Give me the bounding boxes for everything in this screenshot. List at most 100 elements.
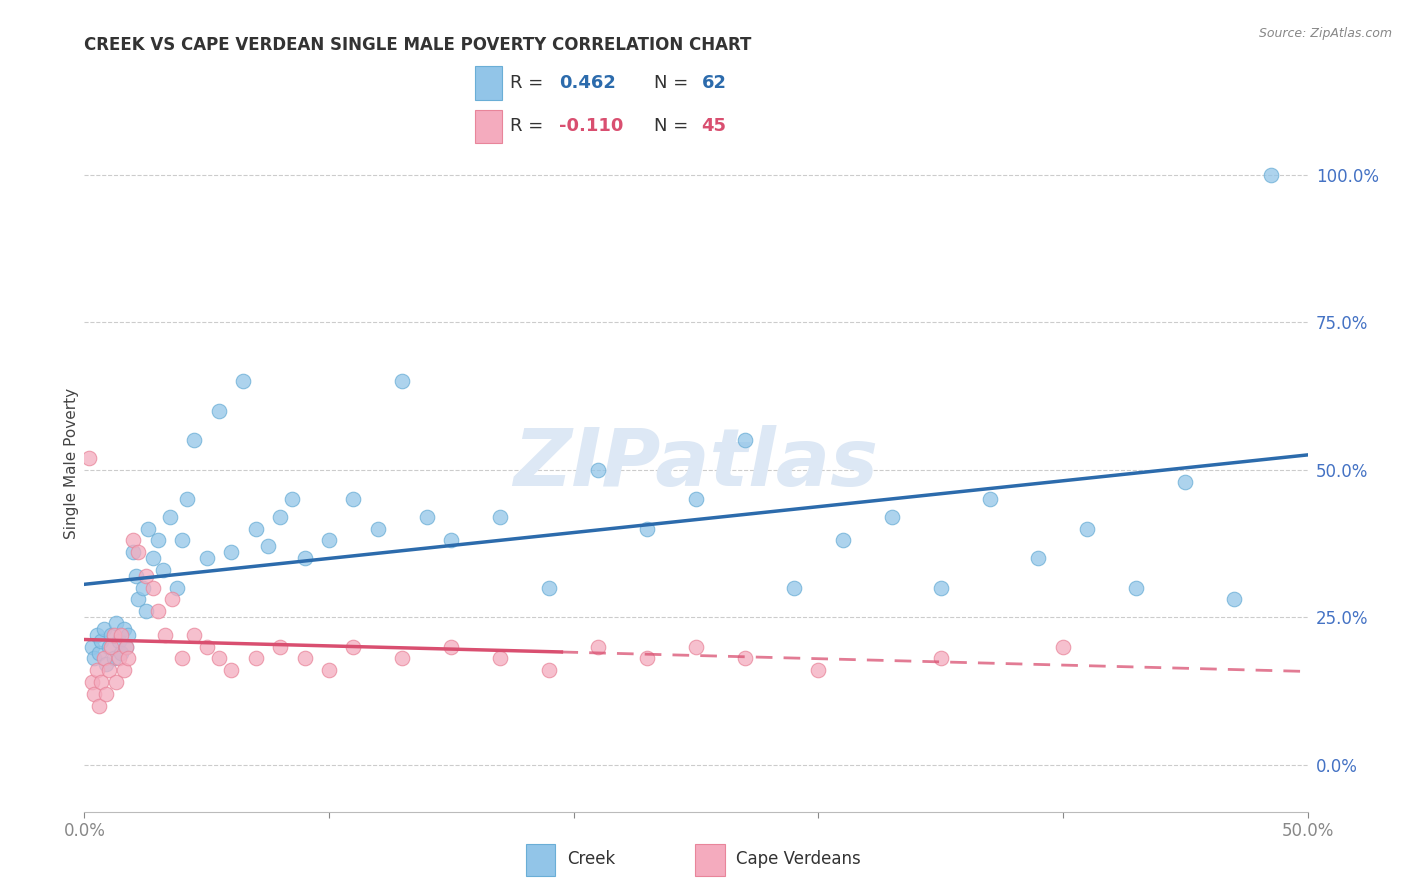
Point — [159, 509, 181, 524]
Point — [257, 540, 280, 554]
Point — [1028, 551, 1050, 566]
Point — [80, 675, 103, 690]
Point — [219, 663, 242, 677]
Point — [636, 651, 658, 665]
Point — [105, 615, 128, 630]
Point — [294, 551, 316, 566]
Point — [86, 628, 108, 642]
Point — [172, 651, 194, 665]
Text: N =: N = — [654, 118, 695, 136]
Point — [132, 581, 155, 595]
Point — [734, 434, 756, 448]
Point — [880, 509, 903, 524]
FancyBboxPatch shape — [526, 844, 555, 876]
Point — [929, 651, 952, 665]
Text: R =: R = — [510, 118, 548, 136]
Point — [489, 509, 512, 524]
Point — [90, 633, 112, 648]
Point — [219, 545, 242, 559]
Point — [208, 651, 231, 665]
Point — [1223, 592, 1246, 607]
Point — [96, 657, 118, 672]
Y-axis label: Single Male Poverty: Single Male Poverty — [63, 388, 79, 540]
Point — [342, 492, 364, 507]
Point — [127, 545, 149, 559]
Point — [93, 651, 115, 665]
Text: R =: R = — [510, 74, 548, 92]
Point — [979, 492, 1001, 507]
Point — [135, 604, 157, 618]
Point — [125, 569, 148, 583]
Point — [538, 581, 561, 595]
Point — [232, 374, 254, 388]
Point — [783, 581, 806, 595]
Point — [195, 640, 218, 654]
Point — [586, 640, 609, 654]
Point — [391, 374, 413, 388]
Point — [183, 628, 205, 642]
Text: Creek: Creek — [567, 849, 616, 868]
Point — [112, 622, 135, 636]
Point — [391, 651, 413, 665]
Point — [122, 533, 145, 548]
Point — [127, 592, 149, 607]
Point — [153, 628, 176, 642]
Point — [97, 640, 120, 654]
Point — [245, 651, 267, 665]
Point — [142, 581, 165, 595]
Point — [245, 522, 267, 536]
Text: 45: 45 — [702, 118, 727, 136]
Point — [103, 628, 125, 642]
Point — [734, 651, 756, 665]
Text: Source: ZipAtlas.com: Source: ZipAtlas.com — [1258, 27, 1392, 40]
Point — [1174, 475, 1197, 489]
Point — [807, 663, 830, 677]
Point — [1076, 522, 1098, 536]
Point — [1052, 640, 1074, 654]
Point — [269, 509, 291, 524]
Point — [107, 633, 129, 648]
Point — [107, 651, 129, 665]
FancyBboxPatch shape — [475, 66, 502, 100]
Point — [269, 640, 291, 654]
Point — [685, 640, 707, 654]
Point — [152, 563, 174, 577]
Point — [110, 628, 132, 642]
Point — [93, 622, 115, 636]
FancyBboxPatch shape — [695, 844, 724, 876]
Text: CREEK VS CAPE VERDEAN SINGLE MALE POVERTY CORRELATION CHART: CREEK VS CAPE VERDEAN SINGLE MALE POVERT… — [84, 36, 752, 54]
Point — [90, 675, 112, 690]
FancyBboxPatch shape — [475, 110, 502, 144]
Point — [97, 663, 120, 677]
Point — [208, 404, 231, 418]
Point — [83, 651, 105, 665]
Point — [636, 522, 658, 536]
Text: -0.110: -0.110 — [560, 118, 623, 136]
Point — [1125, 581, 1147, 595]
Point — [685, 492, 707, 507]
Point — [831, 533, 853, 548]
Point — [122, 545, 145, 559]
Point — [146, 604, 169, 618]
Point — [86, 663, 108, 677]
Point — [83, 687, 105, 701]
Point — [162, 592, 184, 607]
Text: N =: N = — [654, 74, 695, 92]
Point — [367, 522, 389, 536]
Point — [183, 434, 205, 448]
Point — [77, 450, 100, 465]
Point — [176, 492, 198, 507]
Point — [172, 533, 194, 548]
Point — [117, 628, 139, 642]
Point — [112, 663, 135, 677]
Point — [586, 463, 609, 477]
Point — [929, 581, 952, 595]
Point — [195, 551, 218, 566]
Point — [117, 651, 139, 665]
Point — [440, 640, 463, 654]
Point — [166, 581, 188, 595]
Point — [342, 640, 364, 654]
Point — [294, 651, 316, 665]
Point — [96, 687, 118, 701]
Point — [135, 569, 157, 583]
